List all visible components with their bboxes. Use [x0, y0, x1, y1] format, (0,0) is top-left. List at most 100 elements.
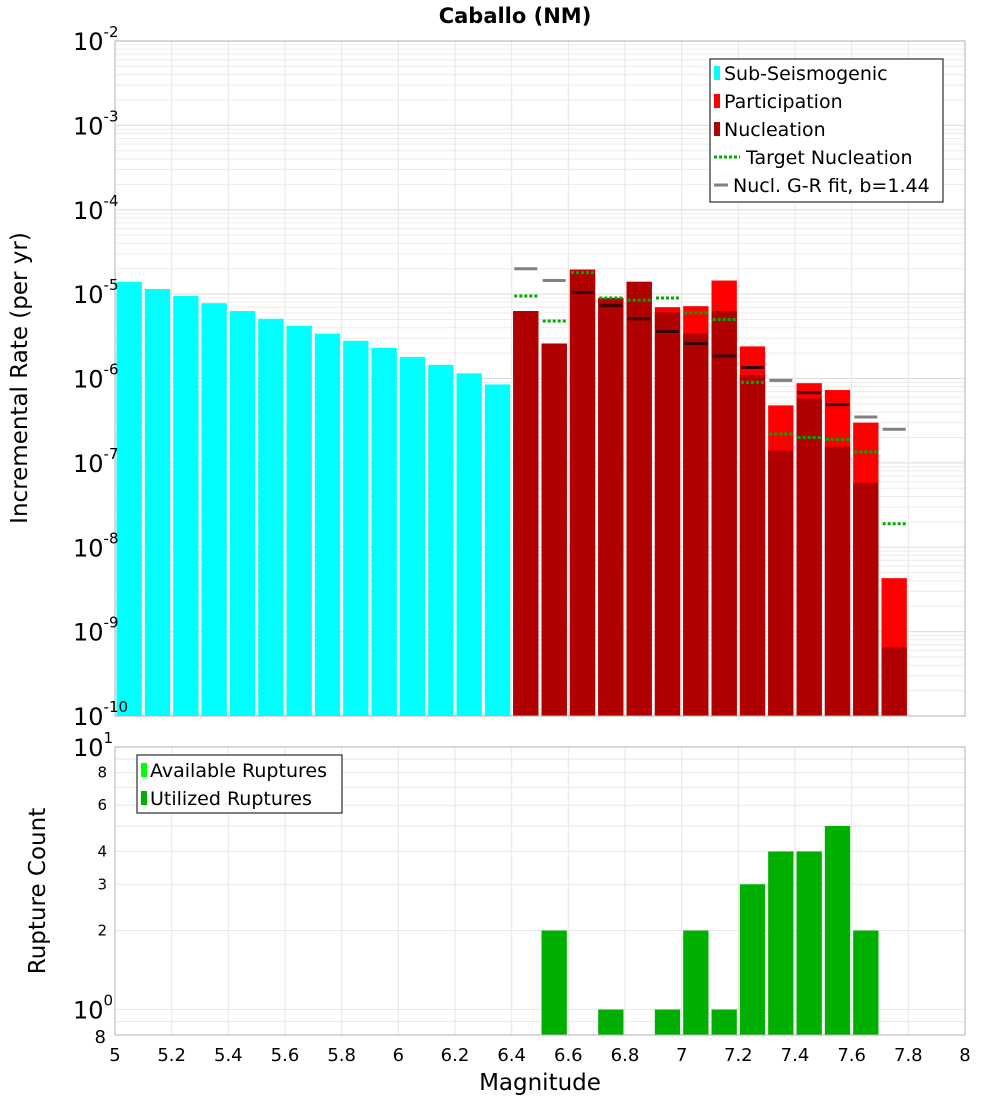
legend-swatch-1 [714, 94, 720, 108]
top-y-tick-exponent: -2 [104, 23, 119, 41]
utilized-ruptures-bar-5 [739, 884, 766, 1035]
sub-seismogenic-bar-4 [229, 311, 256, 716]
x-tick-label-2: 5.4 [214, 1045, 243, 1066]
top-y-tick-base: 10 [73, 366, 104, 394]
bottom-plot-border [114, 746, 966, 1036]
x-tick-label-8: 6.6 [554, 1045, 583, 1066]
top-y-axis-label: Incremental Rate (per yr) [7, 232, 33, 524]
bottom-y-tick-label-5: 8 [97, 763, 107, 781]
bottom-y-tick-label-4: 6 [97, 796, 107, 814]
utilized-ruptures-bar-0 [541, 930, 567, 1035]
nucleation-bar-9 [768, 450, 794, 716]
utilized-ruptures-bar-3 [683, 930, 709, 1035]
top-y-tick-label-6: 10-4 [73, 192, 119, 225]
bottom-y-tick-base: 10 [73, 997, 104, 1025]
x-tick-label-1: 5.2 [157, 1045, 186, 1066]
top-grid [114, 41, 966, 717]
top-y-tick-base: 10 [73, 197, 104, 225]
top-y-tick-label-2: 10-8 [73, 529, 119, 562]
nucleation-bar-13 [881, 647, 907, 716]
nucleation-bar-11 [824, 446, 851, 716]
x-tick-label-11: 7.2 [724, 1045, 753, 1066]
utilized-ruptures-bar-2 [654, 1009, 681, 1035]
x-ticks: 5 5.2 5.4 5.6 5.8 6 6.2 6.4 6.6 6.8 7 7.2 7.4 7.6 7.8 8 [109, 1045, 970, 1066]
top-plot-border [114, 40, 966, 717]
bottom-y-axis-label: Rupture Count [25, 808, 51, 974]
top-y-tick-exponent: -7 [104, 445, 119, 463]
top-y-tick-exponent: -8 [104, 529, 119, 547]
bottom-y-tick-label-2: 3 [97, 875, 107, 893]
nucleation-bar-5 [654, 312, 681, 716]
top-y-tick-label-3: 10-7 [73, 445, 119, 478]
top-bars [116, 269, 907, 716]
x-tick-label-9: 6.8 [611, 1045, 640, 1066]
sub-seismogenic-bar-8 [343, 340, 369, 716]
x-tick-label-5: 6 [393, 1045, 404, 1066]
bottom-y-tick-exponent: 1 [104, 729, 114, 747]
nucleation-bar-8 [739, 375, 766, 716]
chart-title: Caballo (NM) [439, 4, 592, 28]
sub-seismogenic-bar-10 [399, 356, 426, 716]
top-y-tick-exponent: -5 [104, 276, 119, 294]
x-tick-label-7: 6.4 [497, 1045, 526, 1066]
sub-seismogenic-bar-11 [428, 364, 454, 716]
utilized-ruptures-bar-1 [598, 1009, 624, 1035]
top-y-tick-base: 10 [73, 28, 104, 56]
top-y-tick-exponent: -6 [104, 361, 119, 379]
sub-seismogenic-bar-9 [371, 347, 397, 716]
bottom-y-tick-label-3: 4 [97, 842, 107, 860]
utilized-ruptures-bar-6 [768, 851, 794, 1035]
sub-seismogenic-bar-0 [116, 281, 142, 716]
nucleation-bar-10 [796, 398, 822, 716]
x-tick-label-13: 7.6 [837, 1045, 866, 1066]
sub-seismogenic-bar-2 [173, 296, 199, 716]
legend-swatch-2 [714, 122, 720, 136]
sub-seismogenic-bar-1 [144, 289, 171, 716]
nucleation-bar-6 [683, 333, 709, 716]
legend-label-1: Participation [724, 91, 843, 113]
bottom-y-tick-label-1: 2 [97, 922, 107, 940]
legend-label-4: Nucl. G-R fit, b=1.44 [733, 175, 930, 197]
utilized-ruptures-bar-4 [711, 1009, 737, 1035]
x-tick-label-0: 5 [109, 1045, 120, 1066]
x-tick-label-3: 5.6 [271, 1045, 300, 1066]
sub-seismogenic-bar-13 [484, 384, 511, 716]
sub-seismogenic-bar-12 [456, 373, 482, 716]
top-legend: Sub-Seismogenic Participation Nucleation Ta… [709, 58, 944, 203]
nucleation-bar-12 [853, 482, 879, 716]
bottom-y-major-tick-label-0: 100 [73, 992, 113, 1025]
top-y-tick-label-4: 10-6 [73, 361, 119, 394]
x-tick-label-12: 7.4 [781, 1045, 810, 1066]
x-axis-label: Magnitude [479, 1070, 601, 1096]
bottom-legend-swatch-1 [141, 791, 147, 805]
legend-label-0: Sub-Seismogenic [724, 63, 888, 85]
top-y-tick-exponent: -3 [104, 107, 119, 125]
top-y-tick-label-5: 10-5 [73, 276, 119, 309]
legend-label-2: Nucleation [724, 119, 826, 141]
top-y-tick-base: 10 [73, 281, 104, 309]
nucleation-bar-7 [711, 311, 737, 716]
nucleation-bar-0 [513, 311, 539, 716]
nucleation-bar-4 [626, 281, 652, 716]
top-y-tick-base: 10 [73, 619, 104, 647]
bottom-y-tick-base: 10 [73, 734, 104, 762]
top-y-tick-base: 10 [73, 112, 104, 140]
utilized-ruptures-bar-7 [796, 851, 822, 1035]
bottom-legend-label-1: Utilized Ruptures [150, 788, 312, 810]
bottom-y-major-tick-label-1: 101 [73, 729, 113, 762]
legend-swatch-0 [714, 66, 720, 80]
top-y-tick-exponent: -9 [104, 614, 119, 632]
utilized-ruptures-bar-9 [853, 930, 879, 1035]
bottom-bars [541, 826, 879, 1035]
top-y-tick-base: 10 [73, 703, 104, 731]
nucleation-bar-2 [569, 269, 596, 716]
sub-seismogenic-bar-3 [201, 303, 227, 716]
top-legend-box [709, 58, 944, 203]
legend-label-3: Target Nucleation [745, 147, 913, 169]
top-y-tick-label-8: 10-2 [73, 23, 119, 56]
